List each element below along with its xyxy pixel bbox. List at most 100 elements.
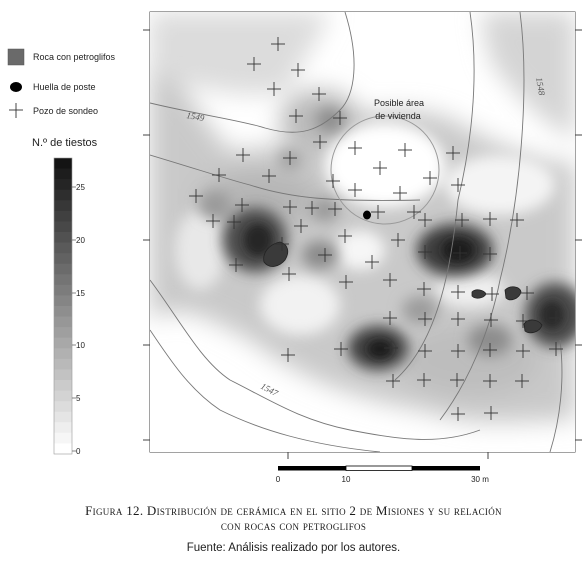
color-scale-step — [54, 295, 72, 307]
test-pit-cross-icon — [283, 200, 297, 214]
dwelling-area-circle — [330, 115, 440, 225]
cross-icon — [9, 103, 23, 118]
test-pit-cross-icon — [451, 285, 465, 299]
test-pit-cross-icon — [418, 344, 432, 358]
test-pit-cross-icon — [418, 245, 432, 259]
test-pit-cross-icon — [515, 374, 529, 388]
test-pit-cross-icon — [294, 219, 308, 233]
test-pit-cross-icon — [334, 342, 348, 356]
color-scale-step — [54, 253, 72, 265]
test-pit-cross-icon — [483, 343, 497, 357]
test-pit-cross-icon — [373, 161, 387, 175]
test-pit-cross-icon — [384, 341, 398, 355]
legend-label-posthole: Huella de poste — [33, 82, 96, 92]
site-map: 1549 1548 1547 Posible área de vivienda — [7, 11, 582, 484]
test-pit-cross-icon — [516, 344, 530, 358]
color-scale-step — [54, 306, 72, 317]
test-pit-cross-icon — [516, 314, 530, 328]
figure-caption: Figura 12. Distribución de cerámica en e… — [0, 503, 587, 533]
test-pits — [189, 37, 563, 421]
scale-tick-10: 10 — [76, 341, 85, 350]
test-pit-cross-icon — [383, 311, 397, 325]
test-pit-cross-icon — [236, 148, 250, 162]
test-pit-cross-icon — [450, 373, 464, 387]
test-pit-cross-icon — [339, 275, 353, 289]
color-scale-step — [54, 443, 72, 455]
test-pit-cross-icon — [247, 57, 261, 71]
test-pit-cross-icon — [312, 87, 326, 101]
contour-lines — [150, 12, 563, 452]
test-pit-cross-icon — [383, 273, 397, 287]
test-pit-cross-icon — [305, 201, 319, 215]
color-scale-step — [54, 337, 72, 349]
test-pit-cross-icon — [423, 171, 437, 185]
test-pit-cross-icon — [483, 247, 497, 261]
test-pit-cross-icon — [520, 286, 534, 300]
color-scale-ramp — [54, 158, 72, 455]
test-pit-cross-icon — [485, 287, 499, 301]
test-pit-cross-icon — [313, 135, 327, 149]
test-pit-cross-icon — [318, 248, 332, 262]
test-pit-cross-icon — [229, 258, 243, 272]
test-pit-cross-icon — [417, 373, 431, 387]
scale-bar: 0 10 30 m — [276, 465, 489, 484]
figure-caption-line2: con rocas con petroglifos — [220, 518, 367, 533]
petroglyph-rock-icon — [504, 286, 522, 301]
scale-tick-5: 5 — [76, 394, 81, 403]
color-scale-step — [54, 401, 72, 413]
test-pit-cross-icon — [451, 178, 465, 192]
color-scale-step — [54, 189, 72, 201]
frame-ticks — [143, 29, 582, 459]
test-pit-cross-icon — [333, 111, 347, 125]
test-pit-cross-icon — [446, 146, 460, 160]
test-pit-cross-icon — [418, 312, 432, 326]
test-pit-cross-icon — [484, 406, 498, 420]
test-pit-cross-icon — [549, 311, 563, 325]
test-pit-cross-icon — [451, 407, 465, 421]
color-scale-step — [54, 158, 72, 169]
test-pit-cross-icon — [453, 246, 467, 260]
test-pit-cross-icon — [291, 63, 305, 77]
figure-source: Fuente: Análisis realizado por los autor… — [186, 542, 401, 554]
test-pit-cross-icon — [549, 342, 563, 356]
test-pit-cross-icon — [206, 214, 220, 228]
color-scale-title: N.º de tiestos — [32, 137, 98, 149]
ceramic-density-surface: 1549 1548 1547 — [150, 12, 575, 452]
test-pit-cross-icon — [262, 169, 276, 183]
legend: Roca con petroglifos Huella de poste Poz… — [7, 48, 116, 456]
color-scale-step — [54, 200, 72, 212]
color-scale-step — [54, 422, 72, 434]
contour-label-1549: 1549 — [186, 110, 206, 123]
test-pit-cross-icon — [289, 109, 303, 123]
legend-label-testpit: Pozo de sondeo — [33, 106, 98, 116]
dwelling-label-line2: de vivienda — [375, 111, 421, 121]
test-pit-cross-icon — [275, 237, 289, 251]
color-scale-step — [54, 210, 72, 222]
test-pit-cross-icon — [267, 82, 281, 96]
color-scale-step — [54, 380, 72, 391]
color-scale-step — [54, 348, 72, 360]
color-scale-step — [54, 274, 72, 286]
test-pit-cross-icon — [371, 205, 385, 219]
color-scale-step — [54, 284, 72, 296]
dark-square-icon — [7, 48, 25, 66]
test-pit-cross-icon — [326, 174, 340, 188]
color-scale-step — [54, 369, 72, 381]
test-pit-cross-icon — [393, 186, 407, 200]
test-pit-cross-icon — [283, 151, 297, 165]
test-pit-cross-icon — [328, 202, 342, 216]
scale-tick-20: 20 — [76, 236, 85, 245]
test-pit-cross-icon — [386, 374, 400, 388]
test-pit-cross-icon — [235, 198, 249, 212]
test-pit-cross-icon — [281, 348, 295, 362]
color-scale-step — [54, 242, 72, 254]
scale-label-30m: 30 m — [471, 475, 489, 484]
test-pit-cross-icon — [282, 267, 296, 281]
test-pit-cross-icon — [455, 213, 469, 227]
test-pit-cross-icon — [417, 282, 431, 296]
test-pit-cross-icon — [483, 212, 497, 226]
color-scale-step — [54, 327, 72, 339]
post-hole-icon — [363, 210, 371, 220]
test-pit-cross-icon — [483, 374, 497, 388]
figure-caption-line1: Figura 12. Distribución de cerámica en e… — [85, 503, 502, 518]
